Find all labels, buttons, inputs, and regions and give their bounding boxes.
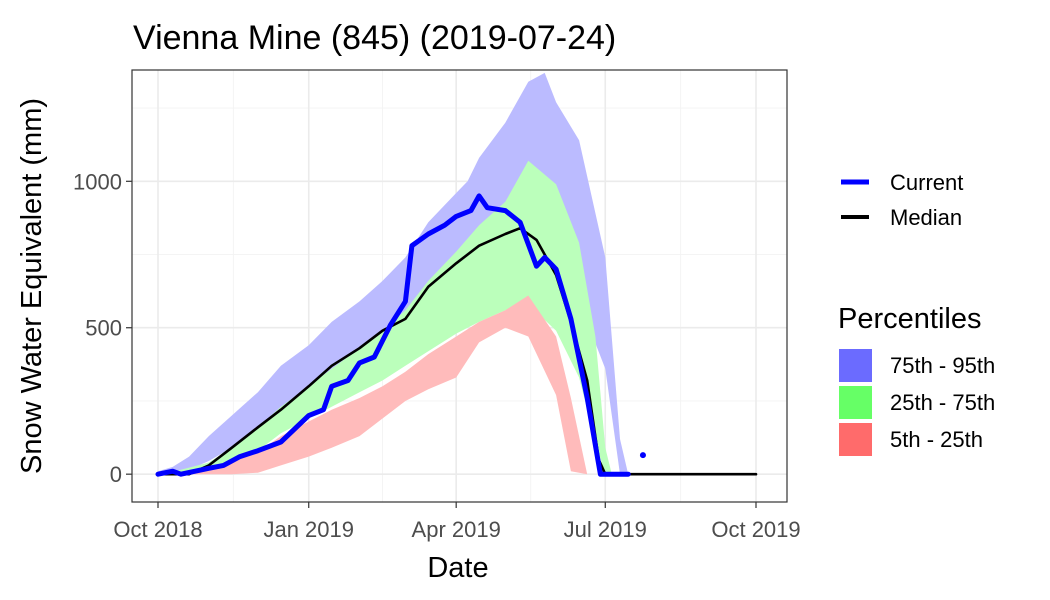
band-75th-95th bbox=[158, 72, 629, 475]
series-points bbox=[639, 452, 646, 459]
y-tick-label: 500 bbox=[85, 316, 122, 341]
y-tick-label: 0 bbox=[110, 462, 122, 487]
legend-label-current: Current bbox=[890, 170, 963, 195]
x-tick-label: Jan 2019 bbox=[263, 517, 354, 542]
legend-swatch bbox=[839, 386, 872, 419]
x-tick-label: Oct 2018 bbox=[113, 517, 202, 542]
x-tick-label: Apr 2019 bbox=[412, 517, 501, 542]
x-tick-label: Jul 2019 bbox=[564, 517, 647, 542]
series-line-current bbox=[155, 193, 631, 477]
legend-swatch bbox=[839, 423, 872, 456]
percentile-bands bbox=[158, 72, 629, 475]
y-axis: 0 500 1000 bbox=[73, 169, 132, 487]
y-axis-title: Snow Water Equivalent (mm) bbox=[16, 98, 48, 474]
legend: Current Median Percentiles 75th - 95th 25th … bbox=[838, 170, 995, 456]
legend-swatch bbox=[839, 349, 872, 382]
x-axis: Oct 2018 Jan 2019 Apr 2019 Jul 2019 Oct 2019 bbox=[113, 502, 801, 542]
legend-label-median: Median bbox=[890, 205, 962, 230]
legend-label-percentile: 75th - 95th bbox=[890, 353, 995, 378]
point-current bbox=[639, 452, 646, 459]
plot-border bbox=[131, 69, 788, 503]
band-25th-75th bbox=[158, 160, 612, 475]
band-5th-25th bbox=[158, 295, 588, 475]
series-lines bbox=[155, 193, 758, 477]
chart-title: Vienna Mine (845) (2019-07-24) bbox=[133, 19, 616, 57]
legend-title: Percentiles bbox=[838, 303, 981, 335]
legend-label-percentile: 5th - 25th bbox=[890, 427, 983, 452]
y-tick-label: 1000 bbox=[73, 169, 122, 194]
x-tick-label: Oct 2019 bbox=[711, 517, 800, 542]
x-axis-title: Date bbox=[427, 552, 488, 584]
legend-label-percentile: 25th - 75th bbox=[890, 390, 995, 415]
